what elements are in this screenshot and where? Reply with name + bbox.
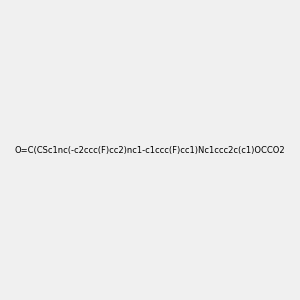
Text: O=C(CSc1nc(-c2ccc(F)cc2)nc1-c1ccc(F)cc1)Nc1ccc2c(c1)OCCO2: O=C(CSc1nc(-c2ccc(F)cc2)nc1-c1ccc(F)cc1)… [15, 146, 285, 154]
